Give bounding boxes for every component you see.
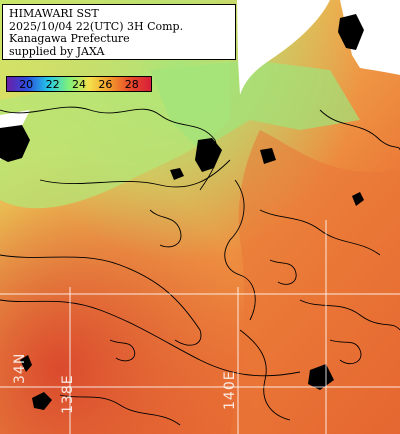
- sst-contours: [0, 106, 400, 426]
- lon-label-140e: 140E: [222, 370, 238, 410]
- title-line-1: HIMAWARI SST: [9, 7, 99, 20]
- legend-tick-24: 24: [71, 77, 86, 91]
- cloud-mask: [0, 14, 364, 410]
- legend-tick-26: 26: [98, 77, 113, 91]
- legend-tick-22: 22: [45, 77, 60, 91]
- lat-label-34n: 34N: [12, 352, 28, 384]
- title-line-4: supplied by JAXA: [9, 44, 105, 58]
- bay-cool-zone: [150, 60, 360, 150]
- title-panel: HIMAWARI SST 2025/10/04 22(UTC) 3H Comp.…: [2, 4, 236, 60]
- warm-band: [230, 130, 400, 434]
- title-line-2: 2025/10/04 22(UTC) 3H Comp.: [9, 19, 184, 33]
- lon-label-138e: 138E: [60, 374, 76, 414]
- color-legend: 20 22 24 26 28: [6, 76, 152, 92]
- legend-gradient: [7, 77, 151, 91]
- graticule: [0, 220, 400, 434]
- legend-tick-20: 20: [19, 77, 34, 91]
- legend-labels: 20 22 24 26 28: [7, 78, 151, 91]
- legend-tick-28: 28: [124, 77, 139, 91]
- land-north: [237, 0, 330, 95]
- title-line-3: Kanagawa Prefecture: [9, 32, 130, 45]
